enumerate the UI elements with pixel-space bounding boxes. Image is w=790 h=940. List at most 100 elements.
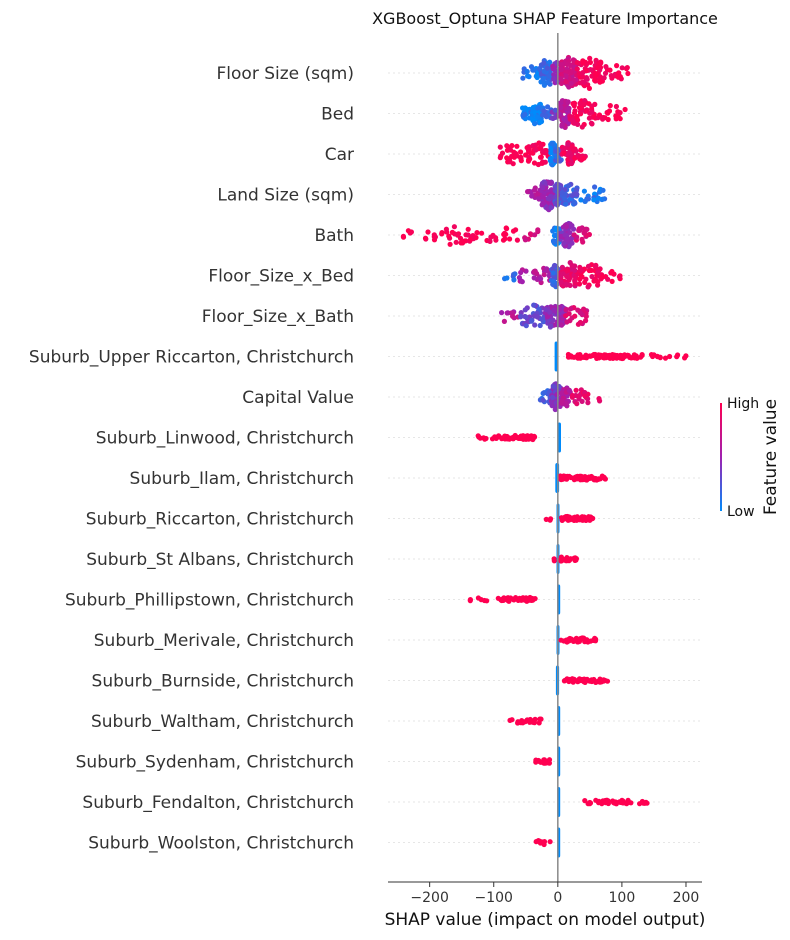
shap-point xyxy=(432,234,438,240)
shap-point xyxy=(558,66,565,72)
feature-labels: Floor Size (sqm) Bed Car Land Size (sqm) Bat… xyxy=(29,64,354,854)
shap-point xyxy=(592,635,598,641)
shap-point xyxy=(589,121,595,127)
shap-point xyxy=(477,435,483,441)
shap-point xyxy=(587,59,594,65)
shap-point xyxy=(639,798,646,805)
shap-point xyxy=(562,195,568,202)
shap-point xyxy=(563,306,570,313)
shap-point xyxy=(499,310,505,316)
shap-point xyxy=(534,114,541,120)
feature-label: Floor_Size_x_Bed xyxy=(208,267,354,287)
shap-point xyxy=(568,62,574,68)
feature-row xyxy=(467,584,561,615)
shap-point xyxy=(577,153,583,159)
shap-point xyxy=(571,147,577,153)
shap-point xyxy=(587,799,593,806)
shap-point xyxy=(500,597,506,604)
shap-point xyxy=(507,236,513,242)
shap-point xyxy=(674,354,680,360)
shap-point xyxy=(603,64,609,70)
shap-point xyxy=(551,307,557,313)
feature-label: Car xyxy=(325,145,354,165)
shap-point xyxy=(536,838,543,844)
shap-point xyxy=(496,433,502,439)
shap-point xyxy=(579,124,585,130)
shap-point xyxy=(524,717,530,723)
shap-point xyxy=(532,232,538,238)
shap-point xyxy=(572,263,578,269)
feature-label: Floor Size (sqm) xyxy=(217,64,354,84)
shap-point xyxy=(550,270,556,276)
feature-row xyxy=(475,422,561,453)
shap-point xyxy=(443,226,449,232)
shap-point xyxy=(493,237,499,243)
shap-point xyxy=(479,230,485,236)
shap-point xyxy=(572,313,578,319)
shap-point xyxy=(578,197,584,203)
shap-point xyxy=(552,406,558,413)
shap-point xyxy=(622,106,628,113)
feature-label: Suburb_Sydenham, Christchurch xyxy=(76,753,354,773)
shap-point xyxy=(550,278,557,284)
shap-point xyxy=(569,240,575,246)
shap-point xyxy=(561,240,567,246)
shap-point xyxy=(625,70,631,77)
shap-point xyxy=(523,596,529,602)
shap-point xyxy=(467,597,473,603)
shap-point xyxy=(609,278,615,284)
shap-point xyxy=(558,279,564,285)
shap-point xyxy=(552,107,558,113)
shap-point xyxy=(559,122,566,128)
shap-point xyxy=(513,595,519,601)
shap-point xyxy=(617,74,623,80)
feature-row xyxy=(557,787,650,817)
shap-point xyxy=(593,263,599,269)
shap-point xyxy=(607,67,613,73)
shap-point xyxy=(503,231,509,237)
shap-point xyxy=(595,279,601,285)
shap-point xyxy=(540,397,546,403)
shap-point xyxy=(667,353,673,360)
shap-point xyxy=(593,71,599,77)
feature-row xyxy=(520,54,631,91)
shap-point xyxy=(562,232,568,238)
shap-point xyxy=(518,596,524,602)
shap-point xyxy=(546,760,553,766)
shap-point xyxy=(465,232,471,238)
shap-point xyxy=(522,105,528,111)
shap-point xyxy=(591,197,597,203)
shap-point xyxy=(584,76,590,82)
shap-point xyxy=(538,276,544,282)
shap-point xyxy=(581,679,587,685)
feature-label: Bath xyxy=(314,226,354,246)
shap-point xyxy=(518,278,524,284)
shap-point xyxy=(569,392,576,399)
shap-point xyxy=(531,302,537,308)
shap-point xyxy=(551,558,557,564)
shap-point xyxy=(564,237,570,243)
shap-point xyxy=(566,183,572,189)
shap-point xyxy=(563,224,570,230)
shap-point xyxy=(543,112,549,119)
shap-point xyxy=(617,110,623,116)
shap-point xyxy=(619,65,625,71)
shap-point xyxy=(550,394,556,400)
shap-point xyxy=(566,105,572,111)
shap-point xyxy=(571,676,577,682)
shap-point xyxy=(474,230,480,236)
shap-point xyxy=(566,149,573,156)
shap-point xyxy=(520,75,526,81)
shap-point xyxy=(569,160,575,167)
feature-row xyxy=(543,503,596,534)
shap-point xyxy=(526,157,532,163)
shap-point xyxy=(575,393,581,399)
feature-label: Capital Value xyxy=(242,388,354,408)
shap-point xyxy=(585,263,592,269)
shap-point xyxy=(577,100,583,106)
shap-point xyxy=(609,75,615,81)
shap-point xyxy=(540,75,546,82)
shap-point xyxy=(507,717,513,724)
shap-point xyxy=(504,436,510,442)
